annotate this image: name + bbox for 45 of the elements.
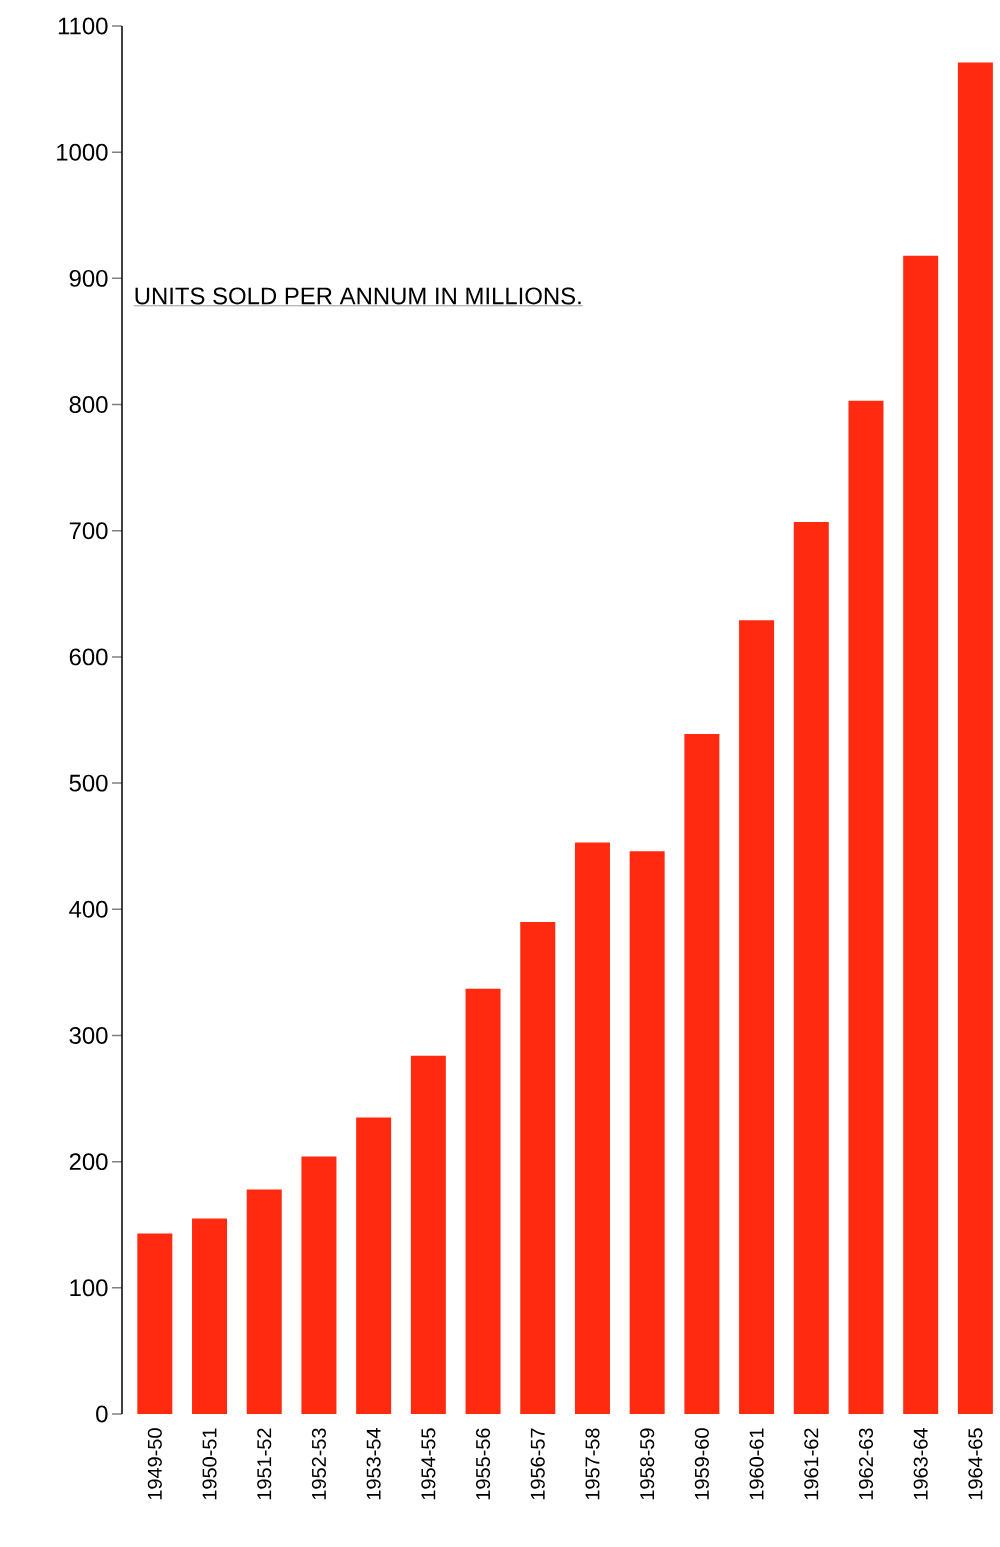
- y-tick-label: 400: [69, 900, 108, 918]
- bar: [356, 1117, 392, 1414]
- x-tick-label: 1953-54: [366, 1428, 381, 1500]
- bar: [903, 255, 939, 1414]
- x-tick-label: 1949-50: [147, 1428, 162, 1500]
- x-tick-label: 1952-53: [311, 1428, 326, 1500]
- bar: [520, 921, 556, 1414]
- bar: [410, 1055, 446, 1414]
- bar: [465, 988, 501, 1414]
- x-tick-label: 1956-57: [530, 1428, 545, 1500]
- x-tick-label: 1964-65: [968, 1428, 983, 1500]
- bar: [684, 733, 720, 1414]
- x-tick-label: 1962-63: [858, 1428, 874, 1500]
- bar: [137, 1233, 173, 1414]
- text: UNITS SOLD PER ANNUM IN MILLIONS.: [135, 287, 581, 305]
- y-tick-label: 1100: [58, 17, 108, 35]
- y-tick-label: 900: [69, 269, 108, 287]
- bar: [301, 1156, 337, 1414]
- x-tick-label: 1955-56: [476, 1428, 491, 1500]
- y-tick-label: 200: [69, 1153, 108, 1171]
- x-tick-label: 1960-61: [749, 1428, 764, 1500]
- bar: [629, 851, 665, 1414]
- bar: [957, 62, 993, 1414]
- y-tick-label: 300: [69, 1027, 108, 1044]
- y-tick-label: 500: [69, 774, 108, 792]
- bar: [848, 400, 884, 1414]
- x-tick-label: 1958-59: [640, 1428, 655, 1500]
- bar: [246, 1189, 282, 1414]
- y-tick-label: 100: [70, 1279, 108, 1297]
- x-tick-label: 1959-60: [694, 1428, 709, 1500]
- bar: [739, 620, 775, 1414]
- bar: [192, 1218, 228, 1414]
- y-tick-label: 0: [96, 1405, 108, 1423]
- x-tick-label: 1963-64: [913, 1428, 928, 1500]
- y-tick-label: 1000: [57, 143, 108, 161]
- y-tick-label: 700: [69, 522, 108, 540]
- bar: [793, 521, 829, 1414]
- x-tick-label: 1951-52: [257, 1428, 272, 1500]
- y-tick-label: 600: [69, 648, 108, 666]
- bar: [574, 842, 610, 1414]
- x-tick-label: 1950-51: [202, 1428, 217, 1500]
- x-tick-label: 1954-55: [421, 1428, 436, 1500]
- x-tick-label: 1961-62: [804, 1428, 819, 1500]
- x-tick-label: 1957-58: [585, 1428, 600, 1500]
- y-tick-label: 800: [69, 396, 108, 414]
